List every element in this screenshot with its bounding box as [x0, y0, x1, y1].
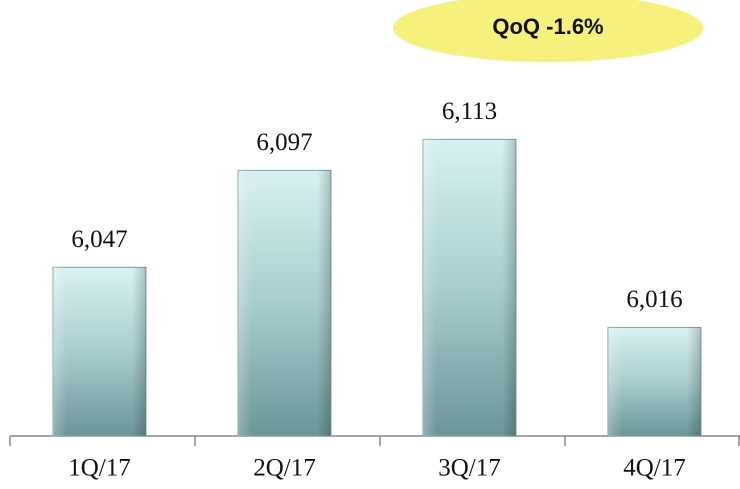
annotation-bubble: [393, 0, 703, 62]
x-tick-label: 4Q/17: [623, 455, 686, 482]
x-tick-label: 2Q/17: [253, 455, 316, 482]
value-label: 6,113: [442, 98, 497, 125]
value-label: 6,016: [626, 286, 682, 313]
annotation: QoQ -1.6%: [492, 14, 603, 39]
bar-shade: [53, 267, 146, 436]
value-label: 6,047: [71, 226, 127, 253]
bar-shade: [238, 170, 331, 436]
bar-shade: [423, 139, 516, 436]
x-tick-label: 1Q/17: [68, 455, 131, 482]
x-tick-label: 3Q/17: [438, 455, 501, 482]
bar-shade: [608, 327, 701, 436]
value-label: 6,097: [256, 129, 312, 156]
